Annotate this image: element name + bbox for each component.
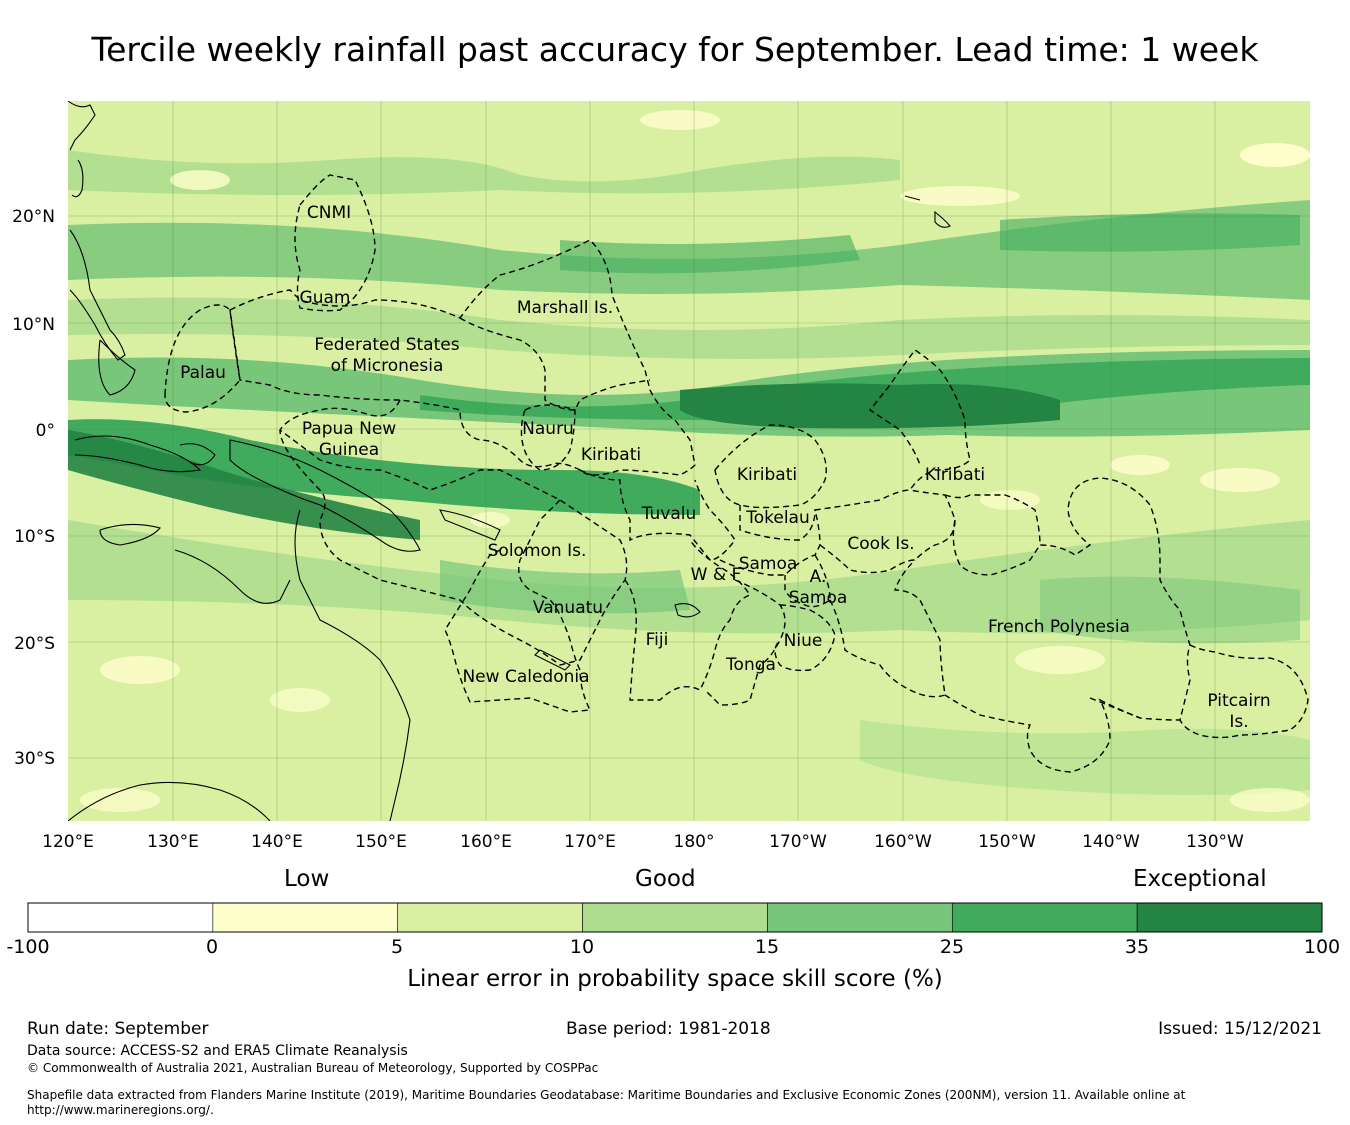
label-palau: Palau [180, 363, 226, 383]
label-fsm-line2: of Micronesia [331, 356, 444, 376]
skill-shading [68, 101, 1310, 821]
colorbar-segment [767, 902, 953, 933]
label-cnmi: CNMI [307, 203, 351, 223]
lon-tick: 140°E [251, 832, 303, 852]
colorbar [27, 902, 1323, 933]
label-new-caledonia: New Caledonia [462, 667, 589, 687]
latitude-ticks: 20°N 10°N 0° 10°S 20°S 30°S [12, 207, 55, 769]
label-png-line1: Papua New [302, 419, 396, 439]
label-nauru: Nauru [522, 419, 574, 439]
label-marshall: Marshall Is. [517, 298, 613, 318]
label-kiribati-east: Kiribati [925, 465, 985, 485]
colorbar-segment [27, 902, 214, 933]
colorbar-segment [1136, 902, 1323, 933]
lon-tick: 150°E [355, 832, 407, 852]
label-samoa: Samoa [739, 554, 798, 574]
colorbar-tick: 10 [570, 936, 594, 958]
page-title: Tercile weekly rainfall past accuracy fo… [91, 30, 1259, 69]
label-american-samoa-line1: A. [810, 567, 827, 587]
gridlines [68, 101, 1310, 821]
colorbar-ticks: -100 0 5 10 15 25 35 100 [6, 936, 1340, 958]
colorbar-tick: 15 [755, 936, 779, 958]
shapefile-note: Shapefile data extracted from Flanders M… [27, 1088, 1186, 1117]
lat-tick: 10°N [12, 315, 55, 335]
colorbar-tick: 35 [1125, 936, 1149, 958]
label-tonga: Tonga [725, 655, 776, 675]
lon-tick: 170°E [564, 832, 616, 852]
colorbar-segment [582, 902, 768, 933]
colorbar-segment [397, 902, 583, 933]
run-date: Run date: September [27, 1019, 209, 1039]
label-solomon-islands: Solomon Is. [488, 541, 587, 561]
copyright: © Commonwealth of Australia 2021, Austra… [27, 1061, 599, 1075]
label-kiribati-central: Kiribati [737, 465, 797, 485]
legend-category-low: Low [284, 866, 330, 892]
lon-tick: 170°W [769, 832, 827, 852]
base-period: Base period: 1981-2018 [566, 1019, 771, 1039]
label-pitcairn-line2: Is. [1229, 712, 1248, 732]
data-source: Data source: ACCESS-S2 and ERA5 Climate … [27, 1043, 408, 1059]
label-cook-islands: Cook Is. [847, 534, 914, 554]
lon-tick: 160°W [874, 832, 932, 852]
lat-tick: 0° [36, 421, 55, 441]
lat-tick: 20°N [12, 207, 55, 227]
colorbar-axis-label: Linear error in probability space skill … [407, 966, 943, 992]
lat-tick: 10°S [14, 527, 55, 547]
longitude-ticks: 120°E 130°E 140°E 150°E 160°E 170°E 180°… [42, 832, 1244, 852]
lat-tick: 20°S [14, 634, 55, 654]
coastlines [68, 101, 951, 821]
colorbar-segment [951, 902, 1138, 933]
issued-date: Issued: 15/12/2021 [1158, 1019, 1322, 1039]
region-labels: CNMI Guam Marshall Is. Federated States … [180, 203, 1271, 732]
label-niue: Niue [784, 631, 823, 651]
label-tuvalu: Tuvalu [641, 504, 697, 524]
label-fsm-line1: Federated States [314, 335, 459, 355]
colorbar-tick: 100 [1304, 936, 1340, 958]
lon-tick: 140°W [1082, 832, 1140, 852]
lon-tick: 120°E [42, 832, 94, 852]
label-fiji: Fiji [646, 630, 669, 650]
lon-tick: 160°E [460, 832, 512, 852]
legend-category-exceptional: Exceptional [1133, 866, 1267, 892]
label-vanuatu: Vanuatu [533, 598, 603, 618]
label-pitcairn-line1: Pitcairn [1207, 691, 1270, 711]
colorbar-segment [212, 902, 399, 933]
colorbar-tick: -100 [6, 936, 49, 958]
lon-tick: 180° [674, 832, 715, 852]
lon-tick: 130°W [1186, 832, 1244, 852]
colorbar-tick: 5 [391, 936, 403, 958]
label-kiribati-west: Kiribati [581, 445, 641, 465]
label-guam: Guam [300, 288, 351, 308]
colorbar-tick: 25 [940, 936, 964, 958]
lon-tick: 130°E [147, 832, 199, 852]
label-png-line2: Guinea [319, 440, 379, 460]
label-tokelau: Tokelau [745, 508, 810, 528]
label-american-samoa-line2: Samoa [789, 588, 848, 608]
lon-tick: 150°W [978, 832, 1036, 852]
colorbar-frame [27, 902, 1323, 933]
label-wallis-futuna: W & F [691, 565, 742, 585]
lat-tick: 30°S [14, 749, 55, 769]
colorbar-tick: 0 [206, 936, 218, 958]
label-french-polynesia: French Polynesia [988, 617, 1130, 637]
legend-category-good: Good [635, 866, 696, 892]
eez-boundaries [164, 174, 1309, 773]
